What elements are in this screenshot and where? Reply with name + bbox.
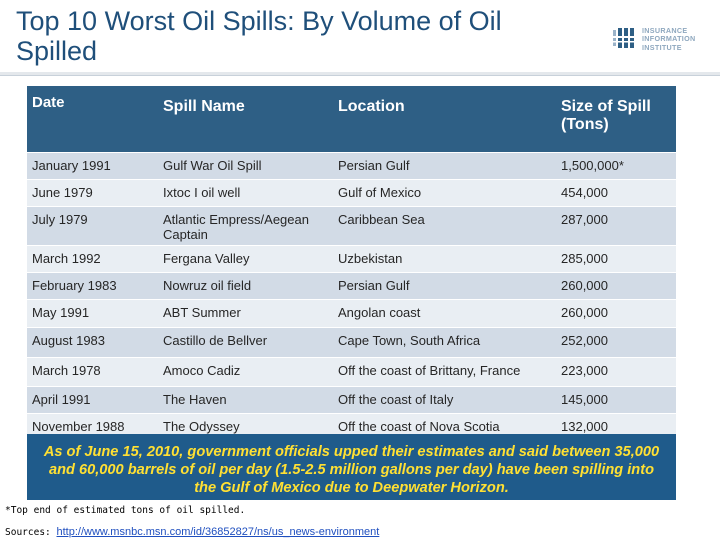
- table-row: March 1978 Amoco Cadiz Off the coast of Br…: [27, 357, 676, 387]
- cell-location: Off the coast of Brittany, France: [333, 357, 556, 387]
- cell-size: 145,000: [556, 386, 676, 414]
- oil-spill-table: Date Spill Name Location Size of Spill (…: [27, 86, 676, 441]
- cell-location: Caribbean Sea: [333, 206, 556, 246]
- slide-title: Top 10 Worst Oil Spills: By Volume of Oi…: [16, 6, 502, 66]
- table-row: March 1992 Fergana Valley Uzbekistan 285,00…: [27, 245, 676, 273]
- cell-spill-name: Atlantic Empress/Aegean Captain: [158, 206, 333, 246]
- deepwater-horizon-note: As of June 15, 2010, government official…: [27, 434, 676, 500]
- logo-line-3: INSTITUTE: [642, 42, 682, 52]
- cell-size: 287,000: [556, 206, 676, 246]
- cell-location: Gulf of Mexico: [333, 179, 556, 207]
- header-size: Size of Spill (Tons): [556, 86, 676, 153]
- cell-date: March 1978: [27, 357, 158, 387]
- cell-date: June 1979: [27, 179, 158, 207]
- title-divider: [0, 72, 720, 75]
- cell-location: Persian Gulf: [333, 152, 556, 180]
- cell-date: January 1991: [27, 152, 158, 180]
- cell-date: February 1983: [27, 272, 158, 300]
- table-row: April 1991 The Haven Off the coast of Ital…: [27, 386, 676, 414]
- logo-line-2: INFORMATION: [642, 34, 696, 44]
- table-row: July 1979 Atlantic Empress/Aegean Captain…: [27, 206, 676, 246]
- header-date: Date: [27, 86, 158, 153]
- iii-logo-icon: [612, 28, 636, 48]
- table-body: January 1991 Gulf War Oil Spill Persian Gu…: [27, 152, 676, 441]
- cell-size: 252,000: [556, 327, 676, 358]
- footnote: *Top end of estimated tons of oil spille…: [5, 505, 246, 516]
- table-row: August 1983 Castillo de Bellver Cape Town,…: [27, 327, 676, 358]
- sources-link[interactable]: http://www.msnbc.msn.com/id/36852827/ns/…: [56, 526, 380, 538]
- cell-size: 223,000: [556, 357, 676, 387]
- logo-line-1: INSURANCE: [642, 26, 688, 35]
- table-row: June 1979 Ixtoc I oil well Gulf of Mexico 4…: [27, 179, 676, 207]
- table-row: January 1991 Gulf War Oil Spill Persian Gu…: [27, 152, 676, 180]
- cell-date: July 1979: [27, 206, 158, 246]
- cell-date: May 1991: [27, 299, 158, 328]
- cell-spill-name: Ixtoc I oil well: [158, 179, 333, 207]
- title-divider-line: [0, 75, 720, 76]
- table-header-row: Date Spill Name Location Size of Spill (…: [27, 86, 676, 153]
- cell-date: March 1992: [27, 245, 158, 273]
- table-row: February 1983 Nowruz oil field Persian Gul…: [27, 272, 676, 300]
- header-spill-name: Spill Name: [158, 86, 333, 153]
- cell-spill-name: Amoco Cadiz: [158, 357, 333, 387]
- header-location: Location: [333, 86, 556, 153]
- cell-date: April 1991: [27, 386, 158, 414]
- cell-location: Cape Town, South Africa: [333, 327, 556, 358]
- cell-location: Off the coast of Italy: [333, 386, 556, 414]
- cell-size: 260,000: [556, 272, 676, 300]
- cell-size: 1,500,000*: [556, 152, 676, 180]
- cell-spill-name: The Haven: [158, 386, 333, 414]
- cell-location: Persian Gulf: [333, 272, 556, 300]
- sources-label: Sources:: [5, 527, 51, 538]
- cell-spill-name: Gulf War Oil Spill: [158, 152, 333, 180]
- cell-spill-name: ABT Summer: [158, 299, 333, 328]
- cell-date: August 1983: [27, 327, 158, 358]
- cell-size: 285,000: [556, 245, 676, 273]
- iii-logo: INSURANCE INFORMATION INSTITUTE: [612, 24, 716, 58]
- cell-location: Angolan coast: [333, 299, 556, 328]
- cell-location: Uzbekistan: [333, 245, 556, 273]
- cell-spill-name: Castillo de Bellver: [158, 327, 333, 358]
- table-row: May 1991 ABT Summer Angolan coast 260,000: [27, 299, 676, 328]
- cell-size: 260,000: [556, 299, 676, 328]
- cell-spill-name: Nowruz oil field: [158, 272, 333, 300]
- cell-spill-name: Fergana Valley: [158, 245, 333, 273]
- sources-line: Sources: http://www.msnbc.msn.com/id/368…: [5, 526, 379, 538]
- cell-size: 454,000: [556, 179, 676, 207]
